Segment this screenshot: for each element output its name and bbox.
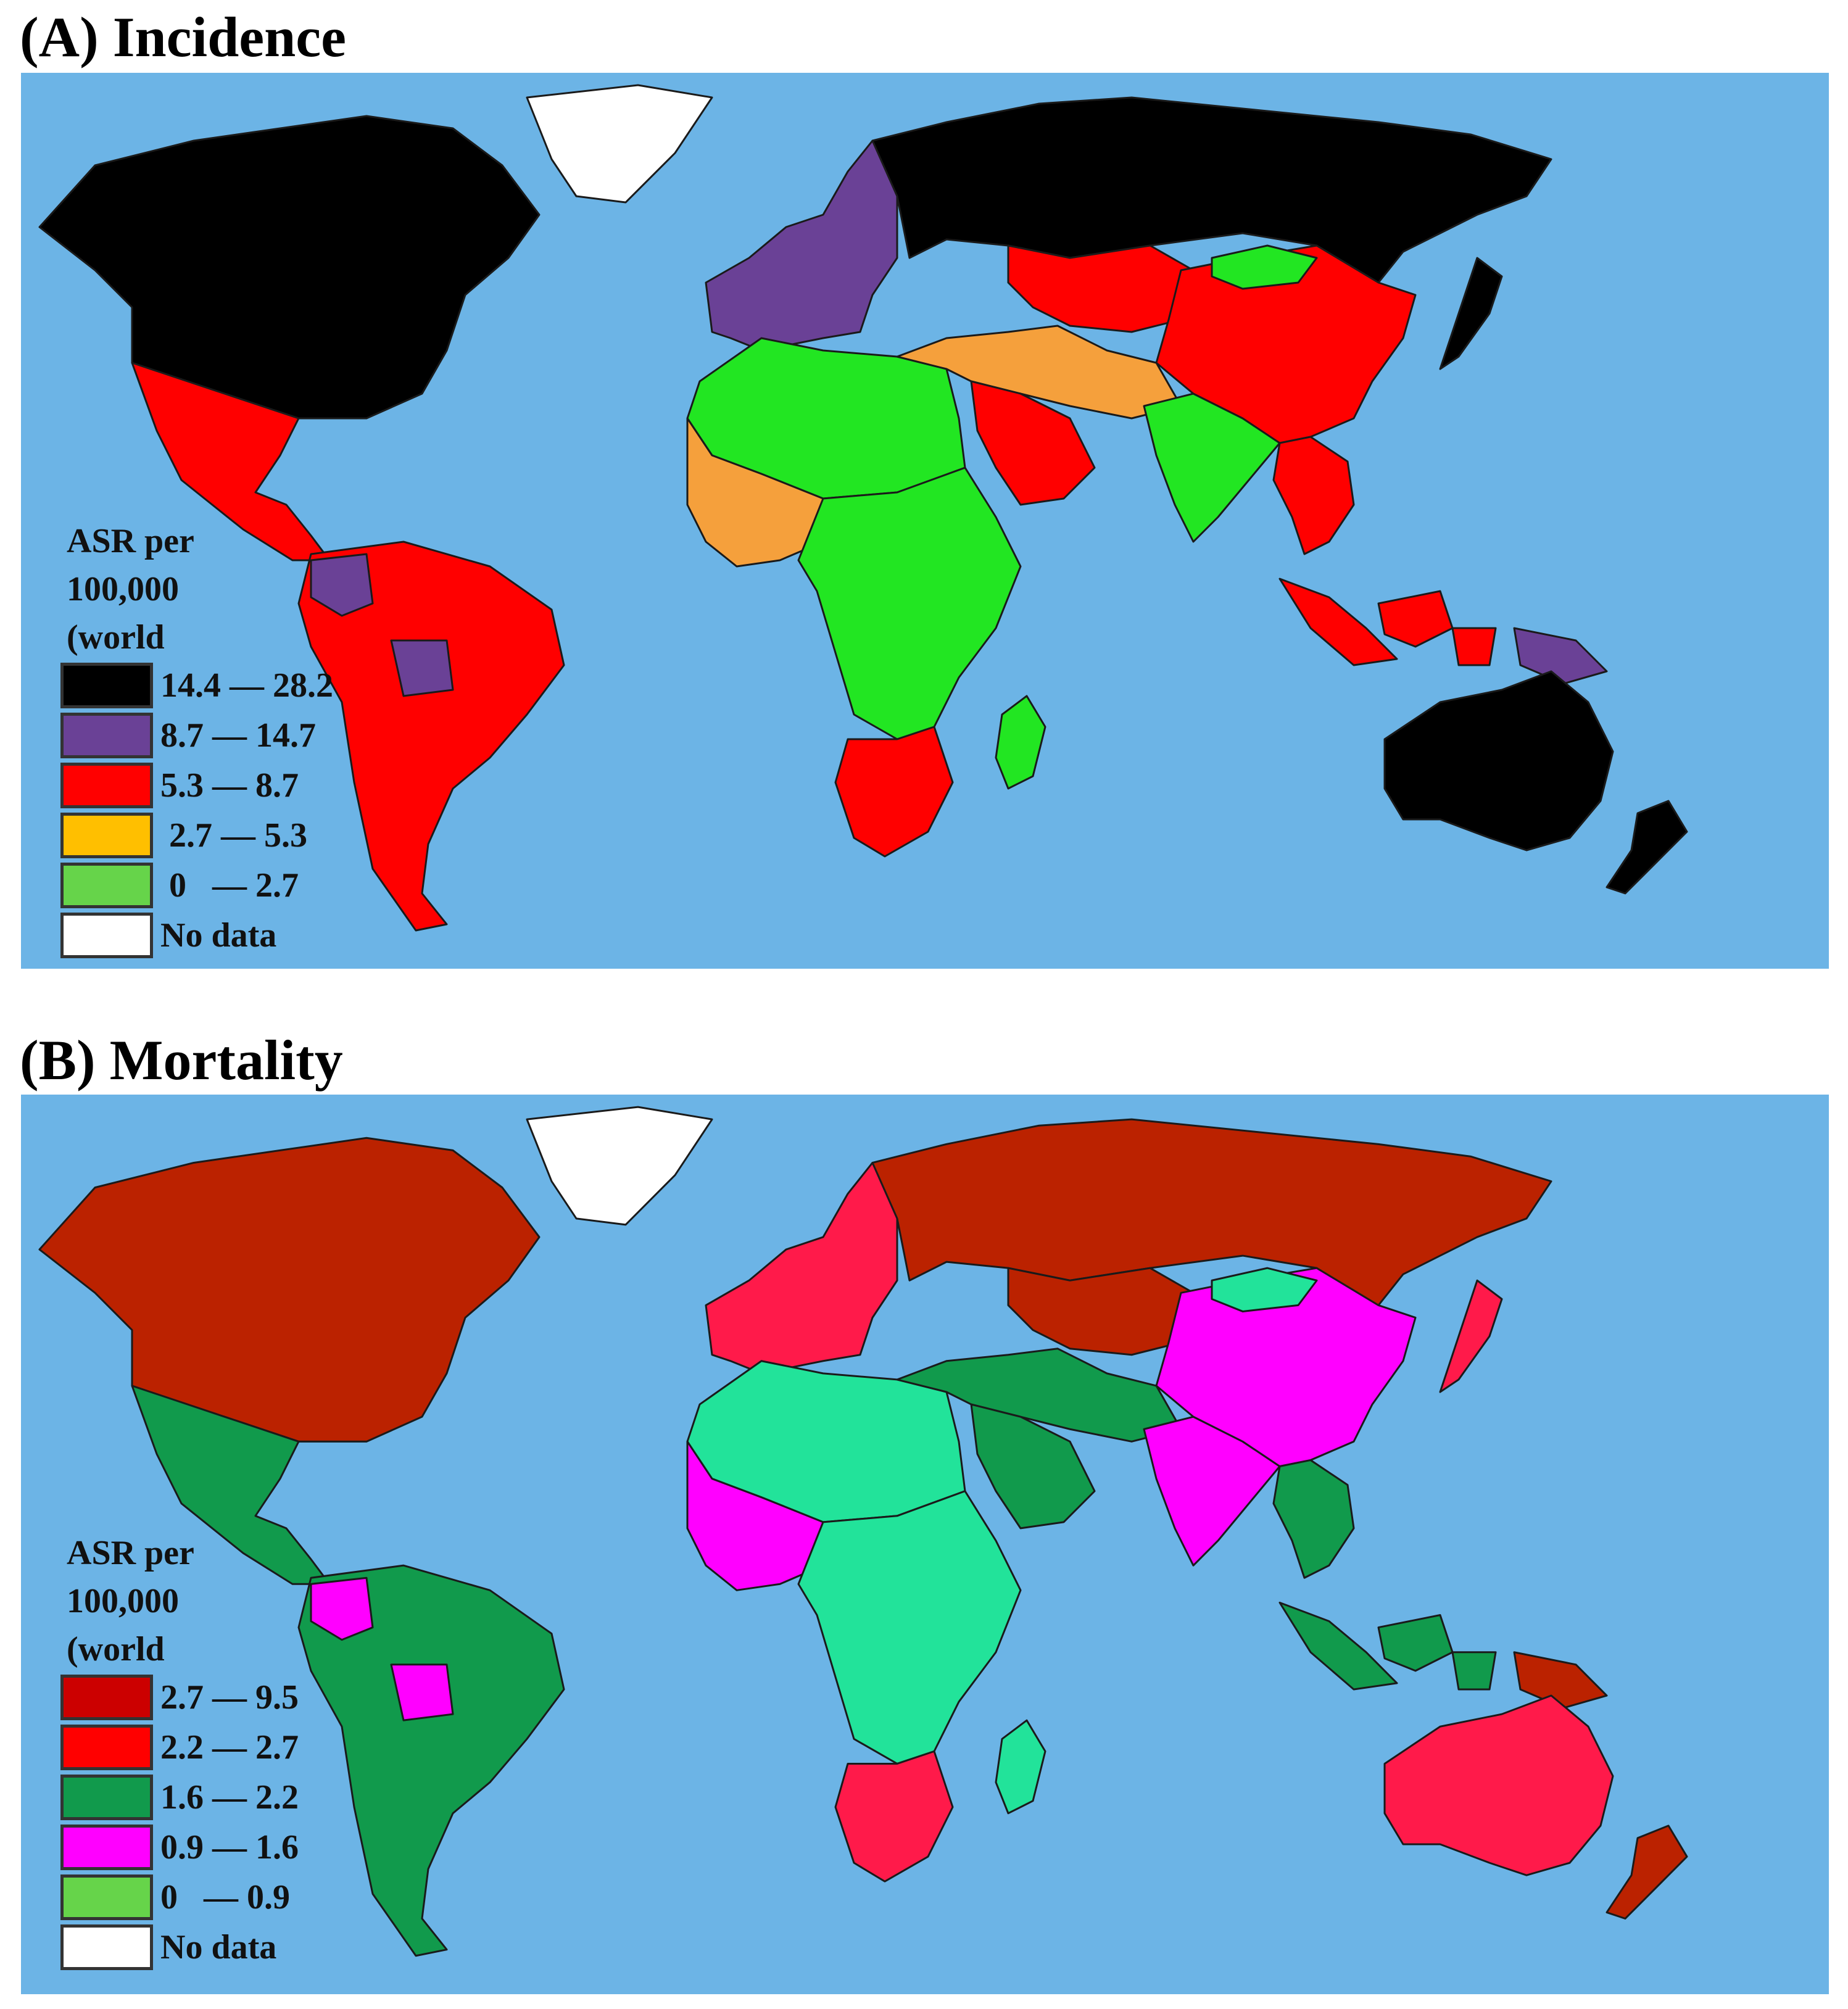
legend-swatch [60, 1775, 153, 1820]
legend-item: 2.7 — 9.5 [42, 1673, 387, 1723]
legend-item: 14.4 — 28.2 [42, 661, 387, 711]
mortality-map-panel: ASR per 100,000 (world 2.7 — 9.5 2.2 — 2.7… [21, 1095, 1829, 1994]
legend-swatch [60, 713, 153, 758]
region-colombia-bolivia [310, 1576, 454, 1721]
legend-swatch [60, 763, 153, 808]
legend-item: 0.9 — 1.6 [42, 1823, 387, 1873]
region-new-guinea [1513, 627, 1608, 685]
region-central-asia [1007, 244, 1195, 333]
map-legend: ASR per 100,000 (world 2.7 — 9.5 2.2 — 2.7… [42, 1529, 387, 1973]
region-southern-africa [834, 726, 954, 858]
region-russia [871, 96, 1552, 284]
legend-label: 1.6 — 2.2 [160, 1778, 299, 1816]
region-south-america [297, 541, 565, 932]
region-greenland [526, 84, 713, 204]
legend-swatch [60, 1924, 153, 1970]
region-australia [1383, 670, 1614, 851]
region-new-guinea [1513, 1651, 1608, 1709]
legend-label: 2.7 — 9.5 [160, 1678, 299, 1717]
region-madagascar [995, 695, 1046, 790]
region-colombia-bolivia [310, 553, 454, 697]
region-china [1155, 1267, 1417, 1467]
region-australia [1383, 1694, 1614, 1876]
legend-swatch [60, 1675, 153, 1720]
mortality-panel-title: (B) Mortality [20, 1029, 343, 1091]
map-legend: ASR per 100,000 (world 14.4 — 28.2 8.7 — 1… [42, 517, 387, 961]
legend-label: 2.2 — 2.7 [160, 1728, 299, 1767]
legend-swatch [60, 1874, 153, 1920]
region-central-africa [797, 466, 1022, 740]
legend-item: No data [42, 911, 387, 961]
incidence-panel-title: (A) Incidence [20, 6, 346, 68]
region-new-zealand [1606, 800, 1688, 895]
legend-item: 8.7 — 14.7 [42, 711, 387, 761]
legend-label: 8.7 — 14.7 [160, 716, 316, 755]
legend-label: 0 — 2.7 [160, 866, 299, 905]
legend-label: 5.3 — 8.7 [160, 766, 299, 805]
legend-item: 0 — 0.9 [42, 1873, 387, 1923]
legend-title: ASR per 100,000 (world [67, 522, 194, 657]
legend-item: No data [42, 1923, 387, 1973]
world-map [21, 73, 1829, 969]
world-map [21, 1095, 1829, 1994]
legend-swatch [60, 1825, 153, 1870]
region-mexico-central-america [131, 1385, 331, 1585]
legend-swatch [60, 663, 153, 708]
region-japan [1439, 257, 1503, 370]
incidence-map-panel: ASR per 100,000 (world 14.4 — 28.2 8.7 — 1… [21, 73, 1829, 969]
legend-item: 2.2 — 2.7 [42, 1723, 387, 1773]
region-south-america [297, 1564, 565, 1957]
region-central-asia [1007, 1267, 1195, 1356]
region-mongolia [1211, 1267, 1318, 1312]
legend-label: 14.4 — 28.2 [160, 666, 333, 705]
region-indonesia [1278, 578, 1497, 666]
region-southeast-asia [1272, 1459, 1355, 1579]
legend-label: 0 — 0.9 [160, 1878, 290, 1916]
region-china [1155, 244, 1417, 444]
legend-label: No data [160, 916, 277, 955]
region-madagascar [995, 1719, 1046, 1815]
region-indonesia [1278, 1601, 1497, 1691]
legend-item: 2.7 — 5.3 [42, 811, 387, 861]
legend-label: 2.7 — 5.3 [160, 816, 307, 855]
legend-item: 0 — 2.7 [42, 861, 387, 911]
region-mongolia [1211, 244, 1318, 290]
legend-swatch [60, 863, 153, 908]
region-mexico-central-america [131, 362, 331, 561]
legend-swatch [60, 1725, 153, 1770]
legend-label: 0.9 — 1.6 [160, 1828, 299, 1866]
region-central-africa [797, 1490, 1022, 1765]
region-arabia [970, 380, 1096, 506]
region-japan [1439, 1279, 1503, 1393]
legend-swatch [60, 913, 153, 958]
region-arabia [970, 1403, 1096, 1530]
region-russia [871, 1118, 1552, 1306]
legend-item: 5.3 — 8.7 [42, 761, 387, 811]
legend-item: 1.6 — 2.2 [42, 1773, 387, 1823]
legend-swatch [60, 813, 153, 858]
region-new-zealand [1606, 1825, 1688, 1920]
region-southeast-asia [1272, 436, 1355, 555]
region-southern-africa [834, 1750, 954, 1883]
region-greenland [526, 1106, 713, 1226]
legend-label: No data [160, 1928, 277, 1966]
legend-title: ASR per 100,000 (world [67, 1534, 194, 1668]
